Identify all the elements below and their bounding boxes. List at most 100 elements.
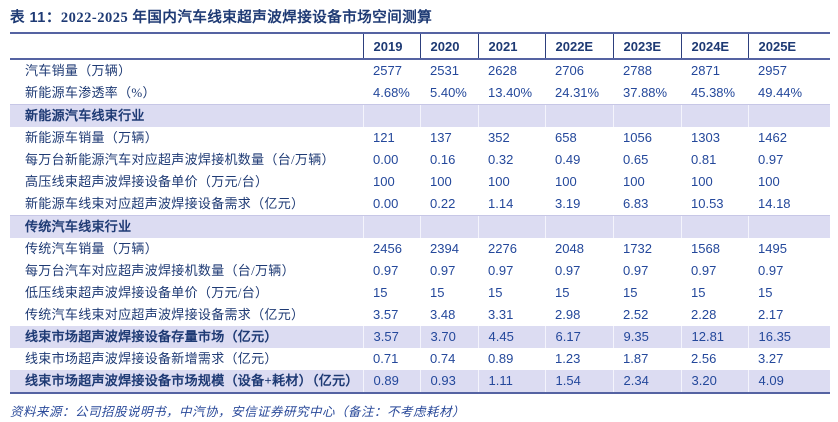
row-label: 低压线束超声波焊接设备单价（万元/台） bbox=[25, 285, 269, 300]
table-number: 表 11： bbox=[10, 10, 61, 26]
cell-value: 2048 bbox=[555, 241, 584, 256]
cell-value: 352 bbox=[488, 130, 510, 145]
cell-value: 100 bbox=[623, 174, 645, 189]
cell-value: 0.22 bbox=[430, 196, 456, 211]
cell-value: 0.97 bbox=[488, 263, 514, 278]
cell-value: 2.98 bbox=[555, 307, 581, 322]
table-body: 汽车销量（万辆） 2577 2531 2628 2706 2788 2871 2957 新能源车… bbox=[10, 59, 830, 393]
row-label: 新能源汽车线束行业 bbox=[10, 104, 363, 127]
cell-value: 0.81 bbox=[691, 152, 717, 167]
cell-value bbox=[747, 215, 830, 238]
cell-value bbox=[612, 104, 681, 127]
row-label: 线束市场超声波焊接设备新增需求（亿元） bbox=[25, 351, 278, 366]
column-header-row: 2019 2020 2021 2022E 2023E 2024E 2025E bbox=[10, 34, 830, 60]
cell-value: 121 bbox=[373, 130, 395, 145]
cell-value: 15 bbox=[430, 285, 445, 300]
cell-value: 16.35 bbox=[747, 326, 830, 348]
cell-value: 4.09 bbox=[747, 370, 830, 393]
cell-value: 1.23 bbox=[555, 351, 581, 366]
year-column-header: 2020 bbox=[419, 34, 478, 60]
cell-value: 0.89 bbox=[488, 351, 514, 366]
cell-value: 1303 bbox=[691, 130, 720, 145]
cell-value: 0.97 bbox=[691, 263, 717, 278]
section-header-row: 新能源汽车线束行业 bbox=[10, 104, 830, 127]
table-row: 每万台新能源汽车对应超声波焊接机数量（台/万辆） 0.00 0.16 0.32 0.49… bbox=[10, 149, 830, 171]
cell-value: 0.00 bbox=[373, 152, 399, 167]
cell-value: 3.19 bbox=[555, 196, 581, 211]
table-row: 低压线束超声波焊接设备单价（万元/台） 15 15 15 15 15 15 15 bbox=[10, 282, 830, 304]
cell-value: 2957 bbox=[758, 63, 787, 78]
cell-value: 2531 bbox=[430, 63, 459, 78]
cell-value: 2.56 bbox=[691, 351, 717, 366]
cell-value: 0.97 bbox=[623, 263, 649, 278]
table-row: 线束市场超声波焊接设备市场规模（设备+耗材）（亿元） 0.89 0.93 1.11 1.… bbox=[10, 370, 830, 393]
row-label: 传统汽车销量（万辆） bbox=[25, 241, 159, 256]
cell-value: 3.57 bbox=[362, 326, 420, 348]
cell-value: 15 bbox=[373, 285, 388, 300]
cell-value bbox=[362, 104, 420, 127]
cell-value bbox=[362, 215, 420, 238]
row-label: 线束市场超声波焊接设备市场规模（设备+耗材）（亿元） bbox=[10, 370, 363, 393]
cell-value: 2394 bbox=[430, 241, 459, 256]
year-column-header: 2022E bbox=[544, 34, 613, 60]
cell-value: 0.97 bbox=[373, 263, 399, 278]
cell-value: 137 bbox=[430, 130, 452, 145]
cell-value: 6.83 bbox=[623, 196, 649, 211]
table-row: 新能源车销量（万辆） 121 137 352 658 1056 1303 1462 bbox=[10, 127, 830, 149]
cell-value: 1732 bbox=[623, 241, 652, 256]
cell-value: 4.68% bbox=[373, 85, 410, 100]
cell-value: 2871 bbox=[691, 63, 720, 78]
row-label: 每万台新能源汽车对应超声波焊接机数量（台/万辆） bbox=[25, 152, 335, 167]
cell-value: 3.27 bbox=[758, 351, 784, 366]
table-row: 传统汽车销量（万辆） 2456 2394 2276 2048 1732 1568 1495 bbox=[10, 238, 830, 260]
cell-value: 3.70 bbox=[419, 326, 478, 348]
cell-value: 0.97 bbox=[758, 263, 784, 278]
cell-value: 1056 bbox=[623, 130, 652, 145]
table-row: 新能源车渗透率（%） 4.68% 5.40% 13.40% 24.31% 37.88% 45… bbox=[10, 82, 830, 105]
cell-value: 1.87 bbox=[623, 351, 649, 366]
cell-value bbox=[544, 104, 613, 127]
cell-value: 100 bbox=[758, 174, 780, 189]
cell-value: 14.18 bbox=[758, 196, 791, 211]
cell-value: 0.97 bbox=[758, 152, 784, 167]
cell-value: 2.52 bbox=[623, 307, 649, 322]
cell-value: 4.45 bbox=[477, 326, 545, 348]
cell-value: 100 bbox=[430, 174, 452, 189]
cell-value bbox=[477, 104, 545, 127]
cell-value: 2628 bbox=[488, 63, 517, 78]
cell-value: 2.17 bbox=[758, 307, 784, 322]
year-column-header: 2019 bbox=[362, 34, 420, 60]
cell-value: 0.65 bbox=[623, 152, 649, 167]
row-label: 每万台汽车对应超声波焊接机数量（台/万辆） bbox=[25, 263, 295, 278]
corner-cell bbox=[10, 34, 363, 60]
year-column-header: 2024E bbox=[680, 34, 748, 60]
cell-value: 15 bbox=[623, 285, 638, 300]
cell-value: 0.71 bbox=[373, 351, 399, 366]
cell-value: 2.34 bbox=[612, 370, 681, 393]
cell-value: 2788 bbox=[623, 63, 652, 78]
cell-value: 9.35 bbox=[612, 326, 681, 348]
cell-value: 0.97 bbox=[430, 263, 456, 278]
table-row: 线束市场超声波焊接设备存量市场（亿元） 3.57 3.70 4.45 6.17 9.35 1… bbox=[10, 326, 830, 348]
year-column-header: 2023E bbox=[612, 34, 681, 60]
cell-value: 3.31 bbox=[488, 307, 514, 322]
cell-value: 1568 bbox=[691, 241, 720, 256]
cell-value: 0.74 bbox=[430, 351, 456, 366]
cell-value: 3.57 bbox=[373, 307, 399, 322]
table-row: 高压线束超声波焊接设备单价（万元/台） 100 100 100 100 100 100 100 bbox=[10, 171, 830, 193]
cell-value: 1.54 bbox=[544, 370, 613, 393]
cell-value: 13.40% bbox=[488, 85, 533, 100]
cell-value: 1.11 bbox=[477, 370, 545, 393]
cell-value: 0.32 bbox=[488, 152, 514, 167]
source-note: 资料来源：公司招股说明书，中汽协，安信证券研究中心（备注：不考虑耗材） bbox=[10, 405, 466, 419]
market-size-table: 2019 2020 2021 2022E 2023E 2024E 2025E 汽车销量（万辆… bbox=[10, 34, 830, 394]
year-column-header: 2021 bbox=[477, 34, 545, 60]
cell-value: 15 bbox=[758, 285, 773, 300]
cell-value: 49.44% bbox=[758, 85, 803, 100]
cell-value: 3.48 bbox=[430, 307, 456, 322]
cell-value: 0.49 bbox=[555, 152, 581, 167]
cell-value: 6.17 bbox=[544, 326, 613, 348]
row-label: 汽车销量（万辆） bbox=[25, 63, 132, 78]
cell-value: 2577 bbox=[373, 63, 402, 78]
